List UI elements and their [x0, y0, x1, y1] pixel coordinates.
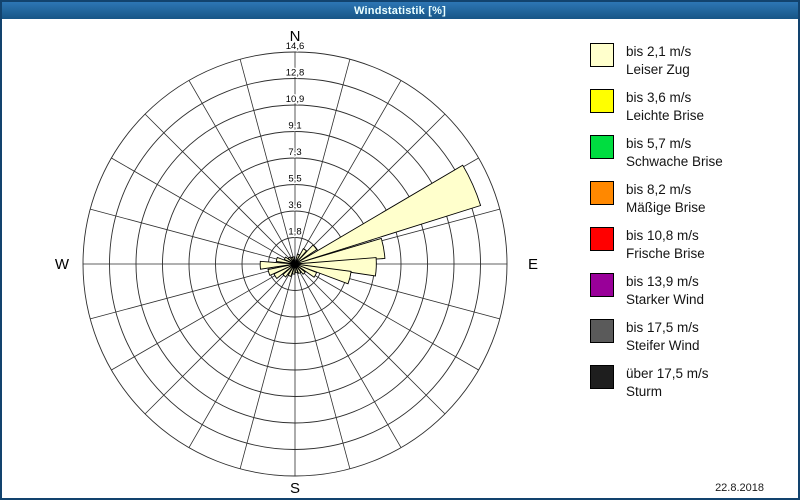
legend-color-swatch — [590, 365, 614, 389]
legend-speed-label: bis 2,1 m/s — [626, 44, 692, 59]
legend-description-label: Sturm — [626, 384, 663, 399]
wind-sector — [294, 263, 302, 275]
legend-description-label: Starker Wind — [626, 292, 705, 307]
grid-ring — [135, 104, 455, 424]
legend-color-swatch — [590, 135, 614, 159]
legend-description-label: Leichte Brise — [626, 108, 705, 123]
legend-color-swatch — [590, 181, 614, 205]
windrose-wedges — [259, 164, 482, 285]
wind-sector — [259, 260, 296, 270]
legend-item: bis 5,7 m/s Schwache Brise — [590, 135, 723, 171]
legend-description-label: Steifer Wind — [626, 338, 700, 353]
windrose-tick-labels: 1,8 3,6 5,5 7,3 9,1 10,9 12,8 14,6 — [284, 40, 306, 240]
legend-color-swatch — [590, 273, 614, 297]
radial-tick-label: 7,3 — [288, 147, 301, 158]
compass-west-label: W — [55, 256, 70, 273]
compass-south-label: S — [290, 480, 300, 497]
chart-area: 1,8 3,6 5,5 7,3 9,1 10,9 12,8 14,6 N S W E bis … — [2, 19, 798, 498]
compass-east-label: E — [528, 256, 538, 273]
radial-tick-label: 12,8 — [286, 68, 305, 79]
legend-speed-label: bis 17,5 m/s — [626, 320, 699, 335]
legend-speed-label: über 17,5 m/s — [626, 366, 709, 381]
legend-description-label: Schwache Brise — [626, 154, 723, 169]
legend-item: bis 2,1 m/s Leiser Zug — [590, 43, 723, 79]
legend-description-label: Frische Brise — [626, 246, 705, 261]
window-titlebar: Windstatistik [%] — [2, 2, 798, 19]
legend-speed-label: bis 13,9 m/s — [626, 274, 699, 289]
legend-color-swatch — [590, 319, 614, 343]
radial-tick-label: 14,6 — [286, 41, 305, 52]
wind-sector — [294, 263, 299, 274]
wind-sector — [294, 263, 306, 275]
compass-north-label: N — [290, 28, 301, 45]
windrose-svg: 1,8 3,6 5,5 7,3 9,1 10,9 12,8 14,6 N S W E — [55, 28, 538, 497]
legend-item: bis 10,8 m/s Frische Brise — [590, 227, 723, 263]
radial-tick-label: 1,8 — [288, 227, 301, 238]
wind-sector — [282, 263, 296, 278]
wind-sector — [294, 257, 377, 277]
radial-tick-label: 10,9 — [286, 94, 305, 105]
legend-description-label: Mäßige Brise — [626, 200, 706, 215]
legend-item: bis 13,9 m/s Starker Wind — [590, 273, 723, 309]
wind-sector — [292, 256, 296, 265]
legend: bis 2,1 m/s Leiser Zug bis 3,6 m/s Leich… — [590, 43, 723, 401]
radial-tick-label: 3,6 — [288, 200, 301, 211]
wind-sector — [294, 248, 308, 265]
date-stamp: 22.8.2018 — [715, 482, 764, 494]
legend-item: bis 8,2 m/s Mäßige Brise — [590, 181, 723, 217]
legend-color-swatch — [590, 43, 614, 67]
radial-tick-label: 9,1 — [288, 121, 301, 132]
legend-color-swatch — [590, 89, 614, 113]
wind-sector — [294, 244, 318, 265]
grid-ring — [82, 51, 508, 477]
wind-sector — [294, 237, 386, 265]
grid-ring — [162, 131, 428, 397]
legend-item: bis 17,5 m/s Steifer Wind — [590, 319, 723, 355]
wind-sector — [294, 263, 318, 278]
legend-item: über 17,5 m/s Sturm — [590, 365, 723, 401]
legend-speed-label: bis 8,2 m/s — [626, 182, 692, 197]
grid-ring — [188, 157, 402, 371]
radial-tick-label: 5,5 — [288, 174, 301, 185]
legend-color-swatch — [590, 227, 614, 251]
legend-speed-label: bis 3,6 m/s — [626, 90, 692, 105]
grid-ring — [109, 78, 481, 450]
window-title: Windstatistik [%] — [354, 4, 446, 17]
legend-speed-label: bis 10,8 m/s — [626, 228, 699, 243]
wind-sector — [294, 263, 352, 285]
legend-speed-label: bis 5,7 m/s — [626, 136, 692, 151]
legend-item: bis 3,6 m/s Leichte Brise — [590, 89, 723, 125]
wind-sector — [267, 263, 296, 276]
legend-description-label: Leiser Zug — [626, 62, 690, 77]
wind-sector — [294, 164, 482, 265]
